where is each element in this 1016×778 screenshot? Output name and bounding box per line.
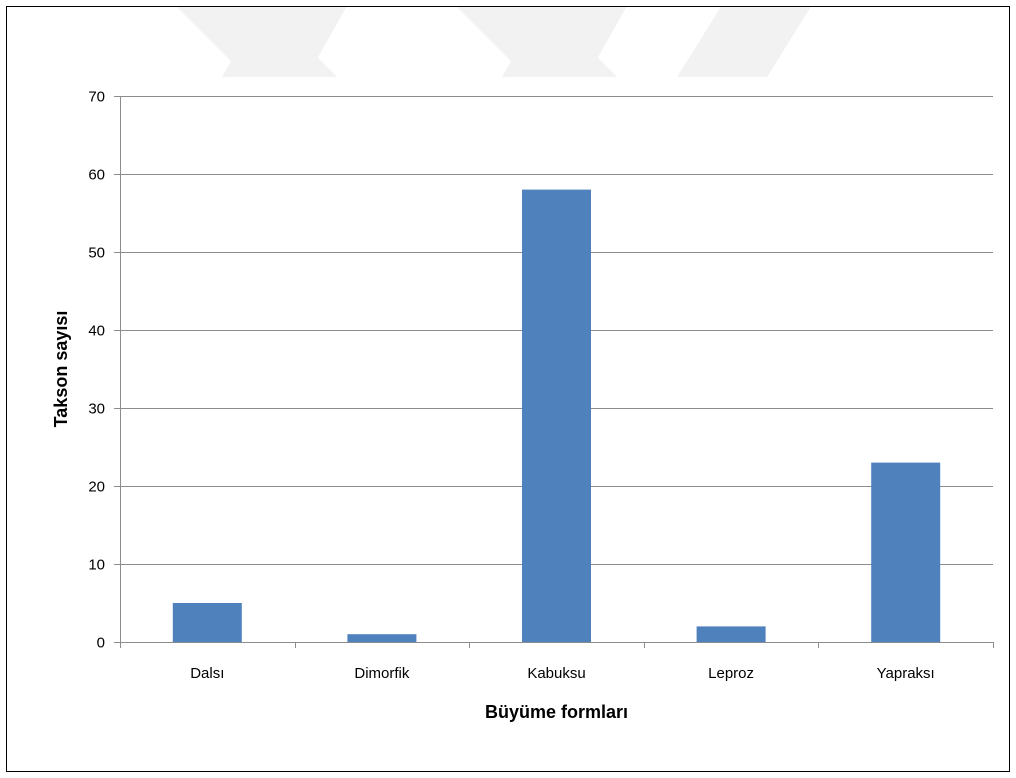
- watermark-shape-4: [677, 7, 811, 77]
- bar-1: [347, 634, 417, 642]
- x-tick-labels: Dalsı Dimorfik Kabuksu Leproz Yapraksı: [190, 665, 935, 682]
- bar-4: [871, 462, 941, 642]
- y-tick-label: 0: [97, 635, 105, 652]
- y-axis-title: Takson sayısı: [51, 311, 71, 428]
- y-tick-label: 50: [88, 245, 105, 262]
- x-tick-label: Dimorfik: [354, 665, 409, 682]
- x-tick-label: Dalsı: [190, 665, 224, 682]
- y-tick-label: 10: [88, 557, 105, 574]
- bar-0: [172, 603, 242, 642]
- y-tick-label: 20: [88, 479, 105, 496]
- x-axis-title: Büyüme formları: [485, 702, 628, 722]
- y-tick-labels: 0 10 20 30 40 50 60 70: [88, 89, 105, 652]
- chart-frame: 0 10 20 30 40 50 60 70 Dalsı Dimorfik Kabuksu Lepr…: [6, 6, 1010, 772]
- y-tick-label: 70: [88, 89, 105, 106]
- bar-2: [522, 189, 591, 642]
- bars: [172, 189, 941, 642]
- watermark-shape-1: [222, 7, 347, 77]
- bar-3: [696, 626, 766, 642]
- axes: [120, 96, 994, 648]
- x-tick-label: Yapraksı: [877, 665, 935, 682]
- y-tick-label: 30: [88, 401, 105, 418]
- watermark-shape-3: [502, 7, 627, 77]
- bar-chart: 0 10 20 30 40 50 60 70 Dalsı Dimorfik Kabuksu Lepr…: [51, 7, 994, 722]
- x-tick-label: Kabuksu: [527, 665, 585, 682]
- watermark-logo: [177, 7, 811, 77]
- y-tick-label: 60: [88, 167, 105, 184]
- y-tick-label: 40: [88, 323, 105, 340]
- x-tick-label: Leproz: [708, 665, 754, 682]
